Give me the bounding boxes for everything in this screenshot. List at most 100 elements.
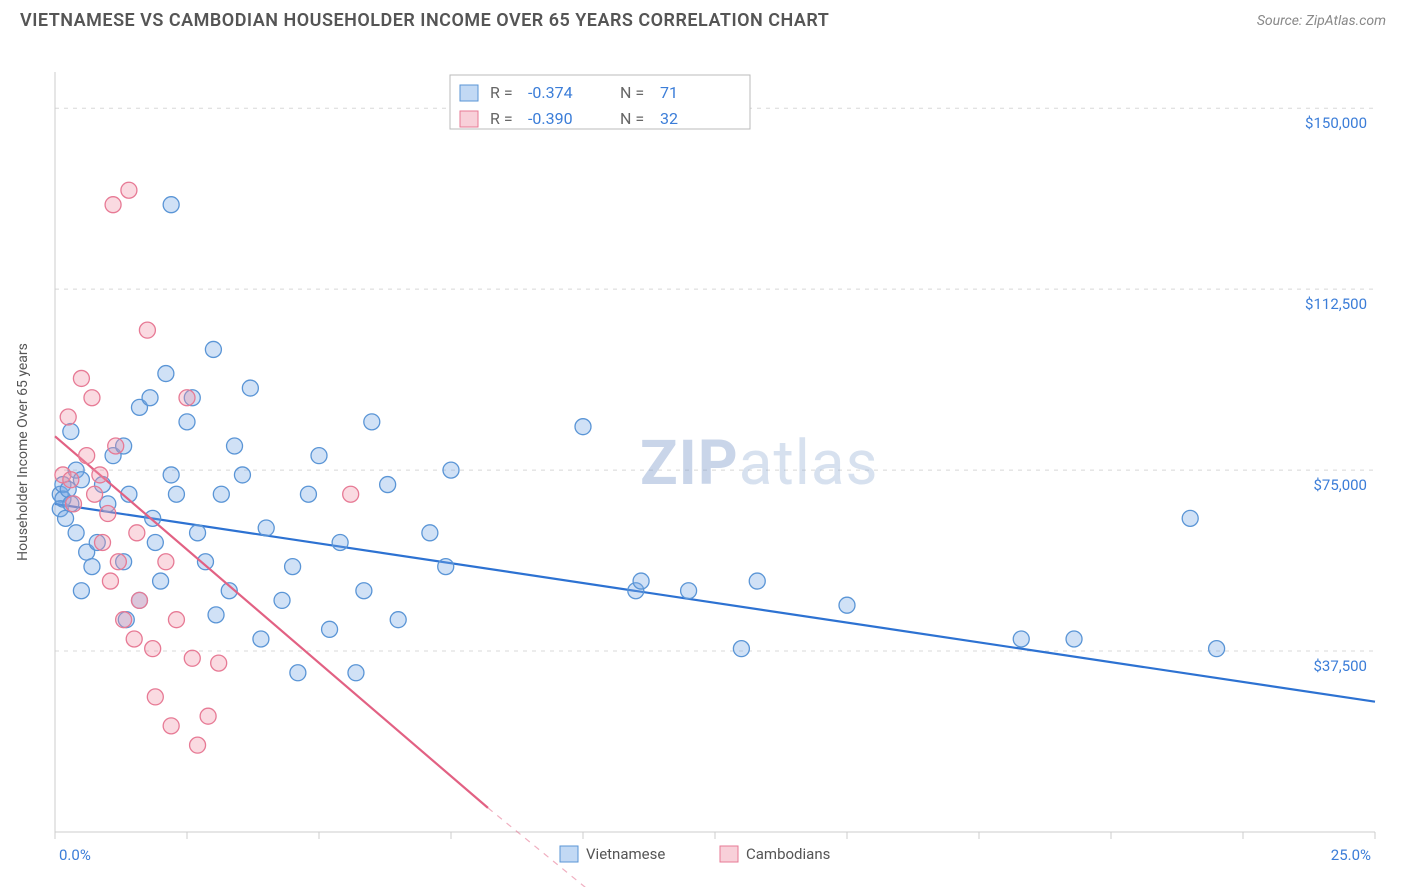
- data-point: [422, 525, 438, 541]
- data-point: [380, 477, 396, 493]
- data-point: [348, 665, 364, 681]
- data-point: [253, 631, 269, 647]
- data-point: [131, 592, 147, 608]
- data-point: [84, 390, 100, 406]
- data-point: [147, 689, 163, 705]
- data-point: [190, 525, 206, 541]
- legend-label: Cambodians: [746, 845, 830, 863]
- data-point: [364, 414, 380, 430]
- data-point: [205, 341, 221, 357]
- data-point: [575, 419, 591, 435]
- data-point: [95, 534, 111, 550]
- data-point: [733, 641, 749, 657]
- data-point: [139, 322, 155, 338]
- data-point: [227, 438, 243, 454]
- data-point: [73, 583, 89, 599]
- y-axis-label: Householder Income Over 65 years: [15, 343, 31, 561]
- data-point: [163, 467, 179, 483]
- data-point: [158, 554, 174, 570]
- data-point: [438, 559, 454, 575]
- chart-header: VIETNAMESE VS CAMBODIAN HOUSEHOLDER INCO…: [0, 0, 1406, 37]
- data-point: [390, 612, 406, 628]
- trend-line: [55, 504, 1375, 702]
- data-point: [839, 597, 855, 613]
- x-max-label: 25.0%: [1331, 846, 1371, 864]
- data-point: [153, 573, 169, 589]
- scatter-chart-svg: $37,500 $75,000 $112,500 $150,000 Householde…: [0, 37, 1406, 887]
- stats-n-label: N =: [620, 83, 644, 102]
- data-point: [58, 510, 74, 526]
- stats-r-value: -0.374: [528, 83, 573, 102]
- legend-swatch: [560, 846, 578, 862]
- data-point: [68, 525, 84, 541]
- data-point: [258, 520, 274, 536]
- chart-area: $37,500 $75,000 $112,500 $150,000 Householde…: [0, 37, 1406, 887]
- chart-title: VIETNAMESE VS CAMBODIAN HOUSEHOLDER INCO…: [20, 10, 829, 31]
- data-point: [332, 534, 348, 550]
- stats-r-label: R =: [490, 83, 513, 102]
- data-point: [1209, 641, 1225, 657]
- stats-r-label: R =: [490, 109, 513, 128]
- stats-r-value: -0.390: [528, 109, 573, 128]
- data-point: [285, 559, 301, 575]
- stats-n-label: N =: [620, 109, 644, 128]
- data-point: [105, 197, 121, 213]
- x-min-label: 0.0%: [59, 846, 91, 864]
- stats-n-value: 71: [660, 83, 678, 102]
- data-point: [1182, 510, 1198, 526]
- y-tick-label: $75,000: [1313, 476, 1367, 494]
- data-point: [145, 641, 161, 657]
- data-point: [274, 592, 290, 608]
- data-point: [179, 390, 195, 406]
- data-point: [158, 366, 174, 382]
- data-point: [322, 621, 338, 637]
- data-point: [168, 486, 184, 502]
- data-point: [60, 409, 76, 425]
- data-point: [163, 718, 179, 734]
- data-point: [126, 631, 142, 647]
- data-point: [168, 612, 184, 628]
- data-point: [633, 573, 649, 589]
- data-point: [129, 525, 145, 541]
- data-point: [213, 486, 229, 502]
- data-point: [234, 467, 250, 483]
- data-point: [116, 612, 132, 628]
- data-point: [356, 583, 372, 599]
- data-point: [190, 737, 206, 753]
- data-point: [63, 472, 79, 488]
- data-point: [200, 708, 216, 724]
- data-point: [163, 197, 179, 213]
- legend-swatch: [460, 111, 478, 127]
- source-name: ZipAtlas.com: [1306, 13, 1386, 29]
- data-point: [681, 583, 697, 599]
- data-point: [102, 573, 118, 589]
- data-point: [1013, 631, 1029, 647]
- data-point: [147, 534, 163, 550]
- data-point: [87, 486, 103, 502]
- data-point: [179, 414, 195, 430]
- data-point: [65, 496, 81, 512]
- data-point: [208, 607, 224, 623]
- legend-swatch: [720, 846, 738, 862]
- data-point: [121, 182, 137, 198]
- data-point: [73, 370, 89, 386]
- data-point: [211, 655, 227, 671]
- data-point: [242, 380, 258, 396]
- data-point: [311, 448, 327, 464]
- data-point: [110, 554, 126, 570]
- y-tick-label: $150,000: [1305, 114, 1367, 132]
- data-point: [108, 438, 124, 454]
- source-prefix: Source:: [1257, 13, 1306, 29]
- data-point: [79, 448, 95, 464]
- data-point: [100, 506, 116, 522]
- data-point: [63, 423, 79, 439]
- y-tick-label: $37,500: [1313, 657, 1367, 675]
- data-point: [1066, 631, 1082, 647]
- data-point: [443, 462, 459, 478]
- legend-swatch: [460, 85, 478, 101]
- data-point: [84, 559, 100, 575]
- source-credit: Source: ZipAtlas.com: [1257, 13, 1386, 29]
- y-tick-label: $112,500: [1305, 295, 1367, 313]
- data-point: [343, 486, 359, 502]
- data-point: [142, 390, 158, 406]
